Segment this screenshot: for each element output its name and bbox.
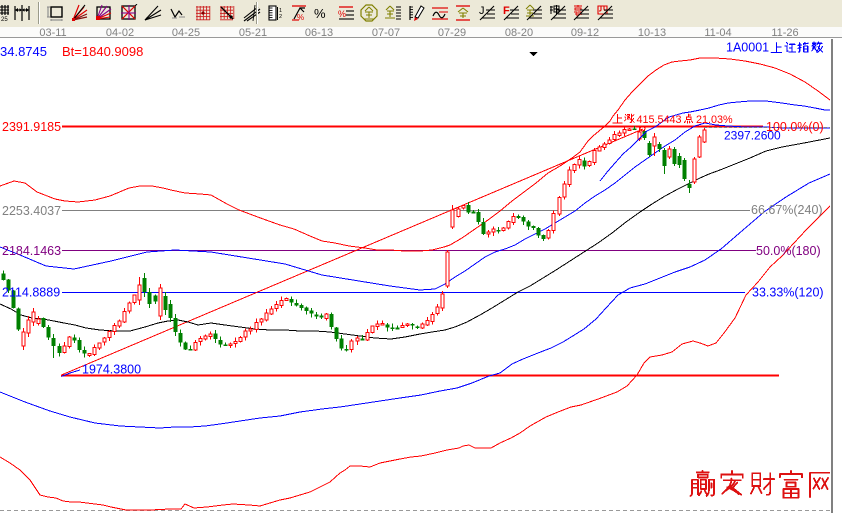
svg-text:50.0%(180): 50.0%(180) — [756, 244, 821, 258]
svg-text:2114.8889: 2114.8889 — [2, 286, 60, 300]
svg-text:1: 1 — [279, 8, 282, 14]
svg-text:2397.2600: 2397.2600 — [724, 129, 781, 143]
svg-text:21.03%: 21.03% — [696, 114, 733, 126]
svg-text:33.33%(120): 33.33%(120) — [752, 286, 824, 300]
svg-text:J: J — [479, 5, 485, 17]
svg-text:F: F — [503, 5, 510, 17]
svg-text:%: % — [338, 9, 346, 19]
svg-text:2253.4037: 2253.4037 — [2, 204, 61, 218]
svg-text:25: 25 — [1, 17, 8, 22]
svg-text:415.5443: 415.5443 — [637, 114, 682, 126]
svg-text:%: % — [314, 6, 326, 21]
svg-text:%: % — [297, 13, 304, 22]
svg-text:2: 2 — [279, 14, 282, 20]
svg-text:34.8745: 34.8745 — [0, 44, 47, 59]
svg-text:2391.9185: 2391.9185 — [2, 120, 61, 134]
svg-text:1974.3800: 1974.3800 — [82, 363, 141, 377]
svg-text:1A0001: 1A0001 — [726, 41, 769, 55]
svg-text:Bt=1840.9098: Bt=1840.9098 — [62, 44, 143, 59]
svg-text:2184.1463: 2184.1463 — [2, 244, 61, 258]
svg-text:66.67%(240): 66.67%(240) — [751, 203, 823, 217]
svg-text:100.0%(0): 100.0%(0) — [766, 120, 824, 134]
